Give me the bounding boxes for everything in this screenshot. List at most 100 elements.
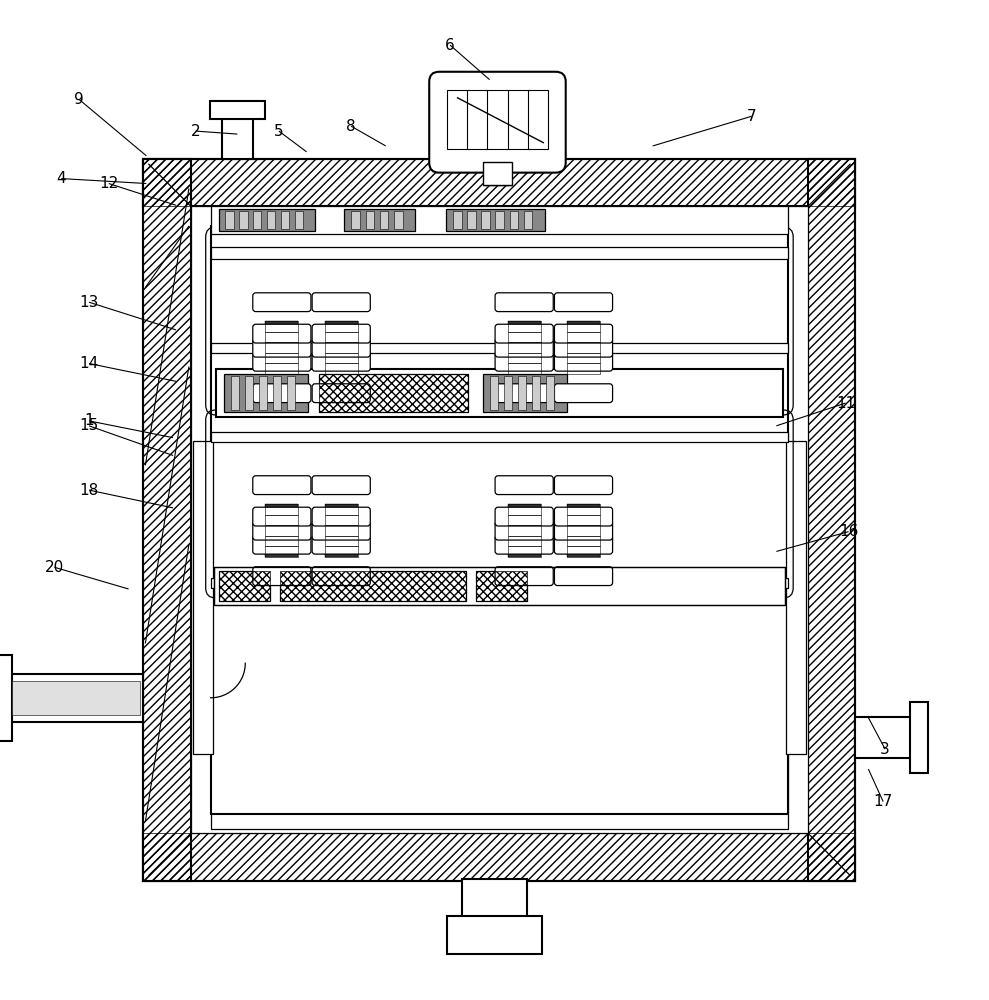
Bar — [324, 353, 358, 363]
Text: 14: 14 — [79, 356, 99, 371]
Bar — [143, 833, 855, 881]
Bar — [258, 376, 267, 410]
FancyBboxPatch shape — [253, 384, 311, 403]
Bar — [567, 321, 600, 332]
Bar — [265, 321, 299, 332]
Bar — [567, 536, 600, 546]
Bar — [244, 376, 253, 410]
Text: 1: 1 — [84, 413, 94, 428]
Bar — [855, 717, 915, 758]
Bar — [453, 211, 462, 229]
Bar — [210, 101, 265, 119]
Bar — [394, 211, 403, 229]
Bar — [12, 681, 140, 715]
FancyBboxPatch shape — [253, 535, 311, 554]
Bar — [808, 159, 855, 881]
Bar — [507, 332, 541, 342]
Bar — [380, 211, 389, 229]
Bar — [567, 515, 600, 525]
Bar — [265, 504, 299, 515]
Bar — [143, 159, 855, 206]
Bar — [265, 515, 299, 525]
Bar — [143, 833, 855, 881]
Bar — [507, 353, 541, 363]
Bar — [567, 525, 600, 536]
FancyBboxPatch shape — [313, 293, 370, 312]
Bar — [490, 376, 498, 410]
Bar — [219, 571, 270, 601]
Bar — [143, 159, 855, 206]
FancyBboxPatch shape — [555, 507, 612, 526]
Bar — [0, 655, 12, 741]
Text: 4: 4 — [56, 171, 66, 186]
Text: 15: 15 — [79, 418, 99, 433]
Bar — [324, 342, 358, 353]
Bar — [324, 353, 358, 363]
Bar — [265, 321, 299, 332]
Bar — [265, 342, 299, 353]
Bar — [910, 702, 928, 773]
Bar — [447, 90, 548, 149]
Bar — [324, 504, 358, 515]
FancyBboxPatch shape — [313, 476, 370, 495]
Bar — [222, 109, 253, 159]
Bar — [267, 211, 275, 229]
Bar — [265, 504, 299, 515]
Bar — [546, 376, 554, 410]
Bar — [467, 211, 476, 229]
Bar — [507, 342, 541, 353]
Text: 12: 12 — [99, 176, 119, 191]
Text: 13: 13 — [79, 295, 99, 310]
Bar — [567, 332, 600, 342]
Bar — [495, 211, 504, 229]
FancyBboxPatch shape — [555, 324, 612, 343]
Bar — [211, 247, 788, 259]
Bar — [507, 525, 541, 536]
Bar — [265, 536, 299, 546]
Bar — [567, 353, 600, 363]
FancyBboxPatch shape — [495, 535, 553, 554]
Bar — [507, 342, 541, 353]
Bar — [324, 363, 358, 374]
FancyBboxPatch shape — [253, 324, 311, 343]
Bar — [265, 536, 299, 546]
FancyBboxPatch shape — [495, 352, 553, 371]
Bar — [507, 321, 541, 332]
FancyBboxPatch shape — [313, 507, 370, 526]
Text: 3: 3 — [880, 742, 890, 757]
Text: 11: 11 — [836, 396, 855, 411]
Bar — [507, 363, 541, 374]
Bar — [287, 376, 295, 410]
Bar — [265, 363, 299, 374]
Bar — [567, 332, 600, 342]
Bar — [324, 332, 358, 342]
FancyBboxPatch shape — [429, 72, 566, 173]
Bar — [503, 376, 512, 410]
Bar — [324, 536, 358, 546]
Bar — [265, 515, 299, 525]
Bar — [280, 571, 466, 601]
FancyBboxPatch shape — [495, 324, 553, 343]
FancyBboxPatch shape — [253, 352, 311, 371]
Bar — [366, 211, 374, 229]
Bar — [324, 536, 358, 546]
Bar — [265, 332, 299, 342]
Bar — [324, 332, 358, 342]
Bar — [219, 571, 270, 601]
Bar — [230, 376, 239, 410]
Bar — [507, 536, 541, 546]
FancyBboxPatch shape — [555, 567, 612, 586]
FancyBboxPatch shape — [313, 567, 370, 586]
Bar — [567, 515, 600, 525]
Bar — [324, 504, 358, 515]
Text: 6: 6 — [445, 38, 455, 53]
Text: 5: 5 — [274, 124, 284, 139]
FancyBboxPatch shape — [253, 507, 311, 526]
Bar — [567, 363, 600, 374]
Bar — [319, 374, 468, 412]
Bar — [567, 353, 600, 363]
FancyBboxPatch shape — [253, 567, 311, 586]
FancyBboxPatch shape — [495, 338, 553, 357]
Text: 7: 7 — [747, 109, 757, 124]
FancyBboxPatch shape — [495, 384, 553, 403]
